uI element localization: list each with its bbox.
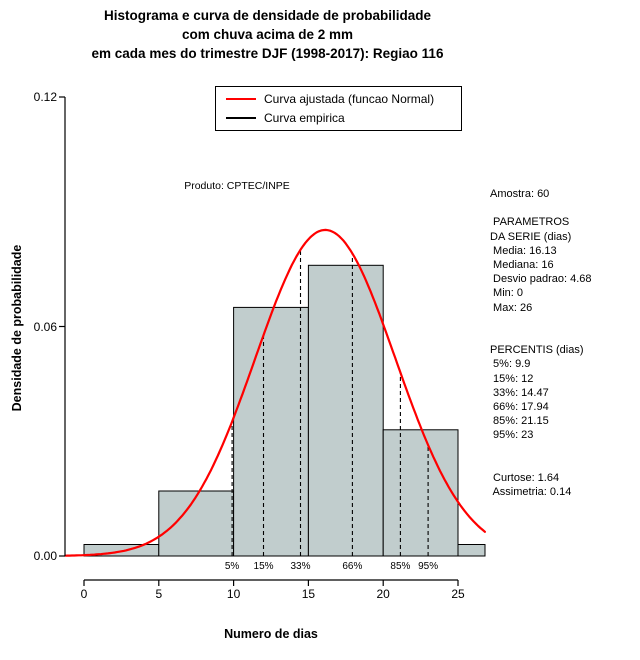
- fitted-curve-line-icon: [226, 98, 256, 100]
- stats-line: 33%: 14.47: [490, 386, 549, 399]
- legend-item-empirical: Curva empirica: [226, 111, 461, 125]
- x-tick-label: 5: [155, 587, 163, 601]
- stats-line: [490, 457, 592, 471]
- stats-line: 85%: 21.15: [490, 415, 549, 428]
- stats-line: PARAMETROS: [490, 216, 570, 229]
- percentile-label: 66%: [342, 561, 363, 572]
- stats-line: Amostra: 60: [490, 188, 550, 200]
- legend-item-fitted: Curva ajustada (funcao Normal): [226, 92, 461, 106]
- percentile-label: 5%: [224, 561, 240, 572]
- stats-line: Assimetria: 0.14: [490, 486, 572, 499]
- percentile-label: 85%: [390, 561, 411, 572]
- stats-line: Media: 16.13: [490, 244, 557, 257]
- stats-line: Desvio padrao: 4.68: [490, 273, 592, 286]
- stats-line: 15%: 12: [490, 372, 534, 385]
- stats-line: 66%: 17.94: [490, 401, 549, 413]
- stats-line: PERCENTIS (dias): [490, 344, 584, 357]
- chart-title: Histograma e curva de densidade de proba…: [0, 6, 535, 63]
- percentile-label: 95%: [418, 561, 439, 572]
- stats-line: [490, 201, 592, 215]
- histogram-bar: [158, 490, 235, 557]
- chart-title-line2: com chuva acima de 2 mm: [181, 27, 354, 42]
- stats-line: DA SERIE (dias): [490, 230, 572, 243]
- histogram-bar: [307, 264, 384, 557]
- histogram-bar: [382, 429, 459, 557]
- stats-line: [490, 329, 592, 343]
- x-tick-label: 0: [80, 587, 88, 601]
- normal-density-curve: [64, 228, 486, 557]
- histogram-bar: [457, 544, 486, 557]
- legend-label-empirical: Curva empirica: [264, 111, 345, 125]
- chart-title-line1: Histograma e curva de densidade de proba…: [103, 8, 432, 23]
- x-axis-title: Numero de dias: [224, 627, 318, 641]
- stats-line: 95%: 23: [490, 429, 534, 442]
- x-tick-label: 10: [226, 587, 241, 601]
- histogram-bar: [233, 306, 309, 557]
- stats-panel: Amostra: 60 PARAMETROS DA SERIE (dias) Me…: [490, 187, 592, 499]
- x-tick-label: 25: [451, 587, 465, 601]
- stats-line: Curtose: 1.64: [490, 471, 560, 484]
- stats-line: Max: 26: [490, 301, 533, 314]
- product-annotation: Produto: CPTEC/INPE: [184, 180, 290, 192]
- y-tick-label: 0.12: [33, 90, 57, 104]
- percentile-label: 15%: [253, 561, 274, 572]
- y-tick-label: 0.06: [33, 319, 57, 334]
- empirical-curve-line-icon: [226, 117, 256, 119]
- x-tick-label: 15: [301, 587, 316, 601]
- stats-line: [490, 315, 592, 329]
- stats-line: 5%: 9.9: [490, 358, 531, 371]
- percentile-label: 33%: [290, 561, 311, 572]
- x-tick-label: 20: [376, 587, 390, 601]
- legend-label-fitted: Curva ajustada (funcao Normal): [264, 92, 435, 106]
- stats-line: [490, 443, 592, 457]
- y-tick-label: 0.00: [33, 549, 57, 563]
- legend-box: Curva ajustada (funcao Normal) Curva emp…: [215, 86, 462, 131]
- chart-title-line3: em cada mes do trimestre DJF (1998-2017)…: [91, 46, 444, 61]
- stats-line: Min: 0: [490, 287, 524, 300]
- stats-line: Mediana: 16: [490, 259, 554, 271]
